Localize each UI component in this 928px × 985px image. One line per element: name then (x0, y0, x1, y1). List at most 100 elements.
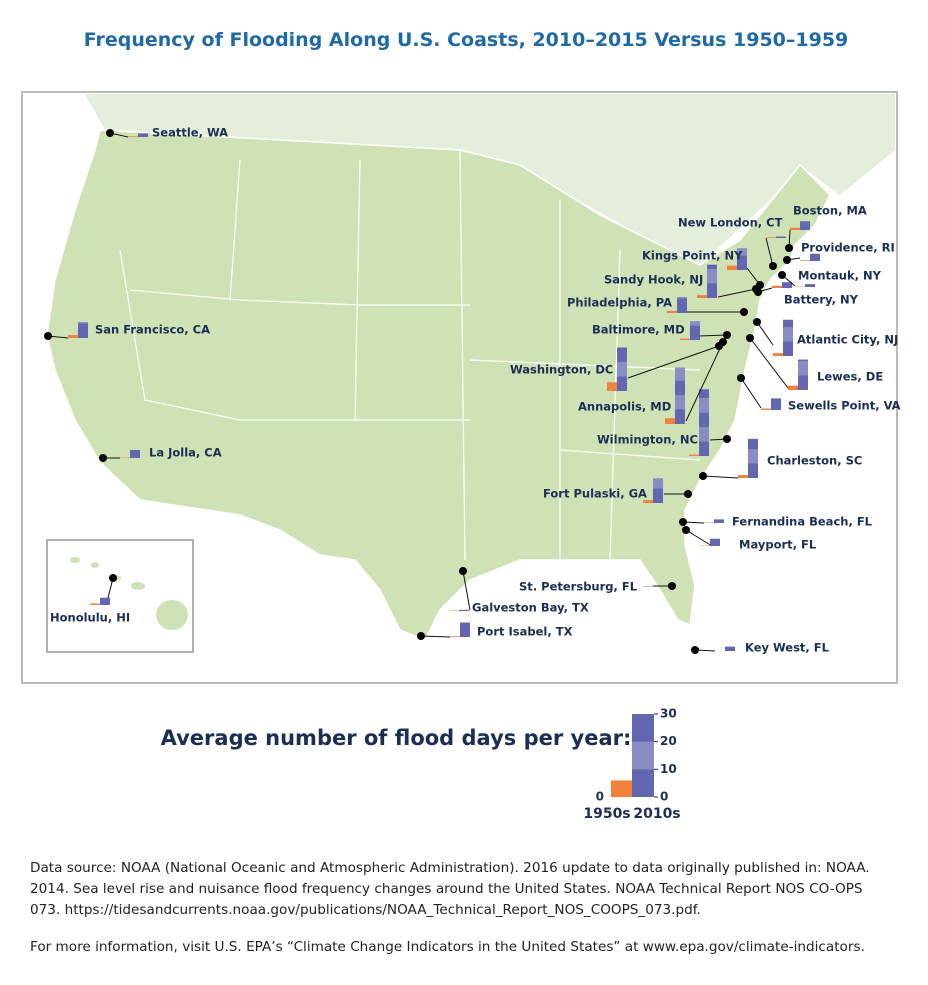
bar-2010s (100, 597, 110, 605)
station-name: Fernandina Beach, FL (732, 515, 873, 529)
hawaii-islands (70, 557, 188, 630)
bar-1950s (761, 408, 771, 410)
bar-2010s (699, 389, 709, 456)
tick-label: 10 (660, 762, 677, 776)
bar-1950s (680, 338, 690, 340)
bar-2010s (783, 319, 793, 356)
station-name: Washington, DC (510, 363, 613, 377)
bar-1950s (766, 237, 776, 238)
stations: Seattle, WA San Francisco, CA La Jolla, CA… (44, 126, 901, 655)
station-dot (753, 318, 761, 326)
station-name: Sandy Hook, NJ (604, 273, 703, 287)
bar-1950s (667, 310, 677, 313)
station-dot (778, 271, 786, 279)
usa (46, 129, 831, 641)
band-shade (677, 297, 687, 299)
bar-1950s (773, 353, 783, 356)
hawaii-inset (46, 539, 194, 653)
bar-1950s (128, 136, 138, 137)
band-shade (653, 478, 663, 489)
canada (85, 94, 895, 265)
station-dot (783, 256, 791, 264)
legend-title: Average number of flood days per year: (161, 726, 632, 750)
bar-1950s (697, 295, 707, 298)
station-dot (746, 334, 754, 342)
leader-line (685, 341, 724, 422)
station-dot (679, 518, 687, 526)
leader-line (698, 334, 728, 337)
station-name: Mayport, FL (739, 538, 817, 552)
band-shade (690, 321, 700, 326)
bar-2010s (805, 284, 815, 287)
station-dot (740, 308, 748, 316)
station-name: Sewells Point, VA (788, 399, 901, 413)
station-name: St. Petersburg, FL (519, 580, 638, 594)
state-lines (119, 149, 701, 561)
leader-line (740, 377, 762, 409)
bar-2010s (690, 321, 700, 340)
title: Frequency of Flooding Along U.S. Coasts,… (84, 29, 849, 51)
station-dot (109, 574, 117, 582)
bar-1950s (90, 603, 100, 605)
band-shade (699, 398, 709, 413)
tick-label: 30 (660, 707, 677, 721)
band-shade (617, 362, 627, 377)
bar-2010s (800, 221, 810, 230)
station-name: Kings Point, NY (642, 249, 743, 263)
bar-1950s (772, 285, 782, 288)
bar-2010s (810, 253, 820, 261)
band-shade (707, 269, 717, 284)
bar-2010s (707, 264, 717, 298)
station-dot (756, 281, 764, 289)
bar-1950s (643, 500, 653, 503)
leader-line (717, 288, 757, 298)
band-shade (699, 427, 709, 442)
station-dot (785, 244, 793, 252)
bar-2010s (771, 398, 781, 410)
station-name: Montauk, NY (798, 269, 882, 283)
leader-line (749, 337, 789, 389)
band-shade (78, 322, 88, 324)
station-dot (737, 374, 745, 382)
bar-1950s (665, 418, 675, 424)
station-name: Fort Pulaski, GA (543, 487, 647, 501)
bar-1950s (68, 335, 78, 338)
band-shade (798, 361, 808, 376)
station-dot (699, 472, 707, 480)
bar-2010s (677, 297, 687, 313)
band-shade (737, 248, 747, 256)
bar-2010s (782, 282, 792, 288)
station-dot (723, 331, 731, 339)
bar-2010s (617, 347, 627, 391)
legend-label: 1950s (583, 806, 630, 822)
leader-line (756, 321, 774, 346)
station-name: Key West, FL (745, 641, 830, 655)
station-name: Annapolis, MD (578, 400, 671, 414)
station-dot (99, 454, 107, 462)
bar-1950s (689, 454, 699, 456)
bar-2010s (653, 478, 663, 503)
station-dot (769, 262, 777, 270)
station-name: Port Isabel, TX (477, 625, 573, 639)
bar-2010s (460, 622, 470, 637)
station-name: Providence, RI (801, 241, 895, 255)
legend-bar-1950s (611, 780, 632, 797)
band-shade (675, 367, 685, 381)
station-name: Baltimore, MD (592, 323, 685, 337)
station-name: Galveston Bay, TX (472, 601, 589, 615)
station-name: San Francisco, CA (95, 323, 210, 337)
bar-1950s (738, 475, 748, 478)
bar-2010s (748, 438, 758, 478)
bar-1950s (727, 265, 737, 270)
bar-2010s (737, 248, 747, 270)
band-shade (783, 327, 793, 342)
bar-2010s (130, 450, 140, 458)
bar-2010s (459, 609, 469, 611)
tick-label: 0 (660, 790, 668, 804)
bar-2010s (675, 367, 685, 424)
station-dot (106, 129, 114, 137)
station-dot (715, 342, 723, 350)
station-name: Honolulu, HI (50, 611, 130, 625)
legend-bar-2010s (632, 714, 654, 797)
